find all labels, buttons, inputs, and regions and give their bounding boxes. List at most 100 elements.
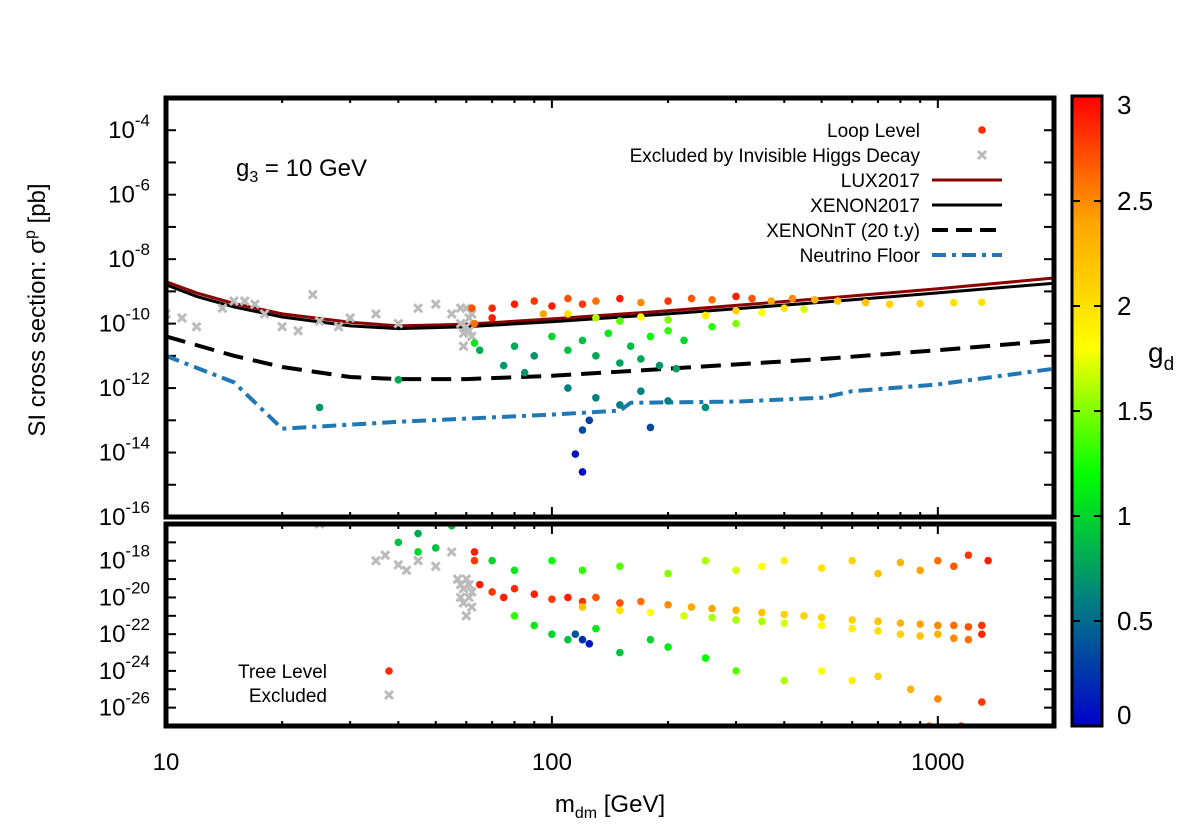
curve-neutrino-floor (166, 353, 1054, 431)
colorbar-ticks: 0 0.5 1 1.5 2 2.5 3 (1072, 90, 1153, 730)
top-y-tick-label: 10-6 (108, 176, 150, 209)
tree-point (592, 593, 600, 602)
tree-point (499, 593, 508, 602)
tree-point (758, 617, 766, 626)
loop-point (578, 426, 587, 434)
colorbar-tick-label: 2.5 (1117, 186, 1153, 216)
loop-point (626, 342, 635, 350)
tree-point (548, 595, 556, 604)
excluded-point (314, 524, 325, 530)
tree-point (780, 676, 789, 685)
loop-point (767, 297, 775, 305)
loop-point (646, 332, 655, 341)
top-y-tick-label: 10-4 (108, 111, 150, 144)
loop-point (475, 346, 484, 354)
tree-point (646, 635, 655, 644)
loop-point (571, 450, 580, 458)
tree-point (934, 695, 942, 703)
tree-point (758, 608, 766, 617)
tree-point (896, 630, 905, 638)
tree-point (896, 558, 905, 567)
tree-point (470, 548, 479, 556)
excluded-point (455, 592, 466, 603)
loop-point (833, 297, 842, 305)
loop-point (616, 294, 624, 303)
excluded-point (380, 550, 391, 561)
loop-point (499, 361, 508, 370)
loop-point (530, 352, 539, 360)
bottom-panel-frame (163, 521, 1057, 729)
loop-point (616, 359, 624, 367)
loop-point (578, 336, 587, 345)
bottom-y-tick-label: 10-24 (99, 652, 150, 685)
tree-point (664, 643, 672, 651)
loop-point (394, 376, 403, 384)
top-legend: Loop Level Excluded by Invisible Higgs De… (630, 121, 1002, 267)
tree-point (488, 556, 496, 565)
tree-point (934, 630, 942, 638)
loop-point (470, 339, 479, 347)
tree-point (964, 623, 973, 631)
loop-point (664, 297, 672, 305)
tree-point (564, 593, 572, 602)
excluded-point (466, 308, 477, 319)
loop-point (585, 416, 594, 425)
loop-point (701, 403, 710, 412)
excluded-point (259, 308, 270, 319)
tree-point (475, 580, 484, 589)
excluded-point (307, 289, 318, 300)
bottom-legend-marker (383, 689, 395, 701)
y-axis-label: SI cross section: σp [pb] (22, 183, 51, 436)
loop-point (758, 308, 766, 317)
loop-point (637, 355, 645, 363)
bottom-legend: Tree Level Excluded (238, 662, 395, 707)
excluded-point (314, 316, 325, 327)
tree-point (708, 604, 716, 613)
tree-point (530, 590, 539, 599)
tree-point (732, 566, 740, 575)
bottom-y-tick-label: 10-18 (99, 542, 150, 575)
tree-point (732, 606, 740, 615)
tree-point (978, 630, 986, 638)
tree-point (510, 566, 519, 575)
tree-point (578, 566, 587, 575)
tree-point (978, 621, 986, 630)
loop-point (564, 294, 572, 303)
tree-point (637, 597, 645, 606)
top-legend-label: XENON2017 (810, 196, 920, 217)
loop-point (592, 393, 600, 402)
loop-point (637, 313, 645, 321)
tree-point (394, 538, 403, 547)
excluded-point (393, 318, 404, 329)
tree-point (896, 619, 905, 627)
colorbar-tick-label: 1.5 (1117, 396, 1153, 426)
loop-point (748, 294, 756, 303)
loop-point (467, 304, 476, 313)
loop-point (811, 295, 819, 304)
tree-point (906, 685, 915, 694)
loop-point (916, 299, 924, 308)
tree-point (578, 635, 587, 644)
excluded-point (461, 574, 472, 585)
tree-point (780, 610, 789, 619)
tree-point (848, 676, 857, 685)
tree-point (874, 617, 882, 626)
x-tick-label: 100 (532, 749, 572, 776)
excluded-point (466, 586, 477, 597)
loop-point (664, 397, 672, 405)
loop-point (315, 403, 324, 412)
tree-point (874, 672, 882, 681)
excluded-point (217, 303, 228, 314)
loop-point (592, 297, 600, 305)
excluded-point (446, 308, 457, 319)
excluded-point (466, 601, 477, 613)
excluded-point (464, 325, 475, 336)
loop-point (616, 401, 624, 409)
excluded-point (464, 579, 475, 590)
loop-point (655, 361, 664, 370)
top-legend-label: Neutrino Floor (800, 246, 921, 267)
loop-point (470, 319, 479, 328)
